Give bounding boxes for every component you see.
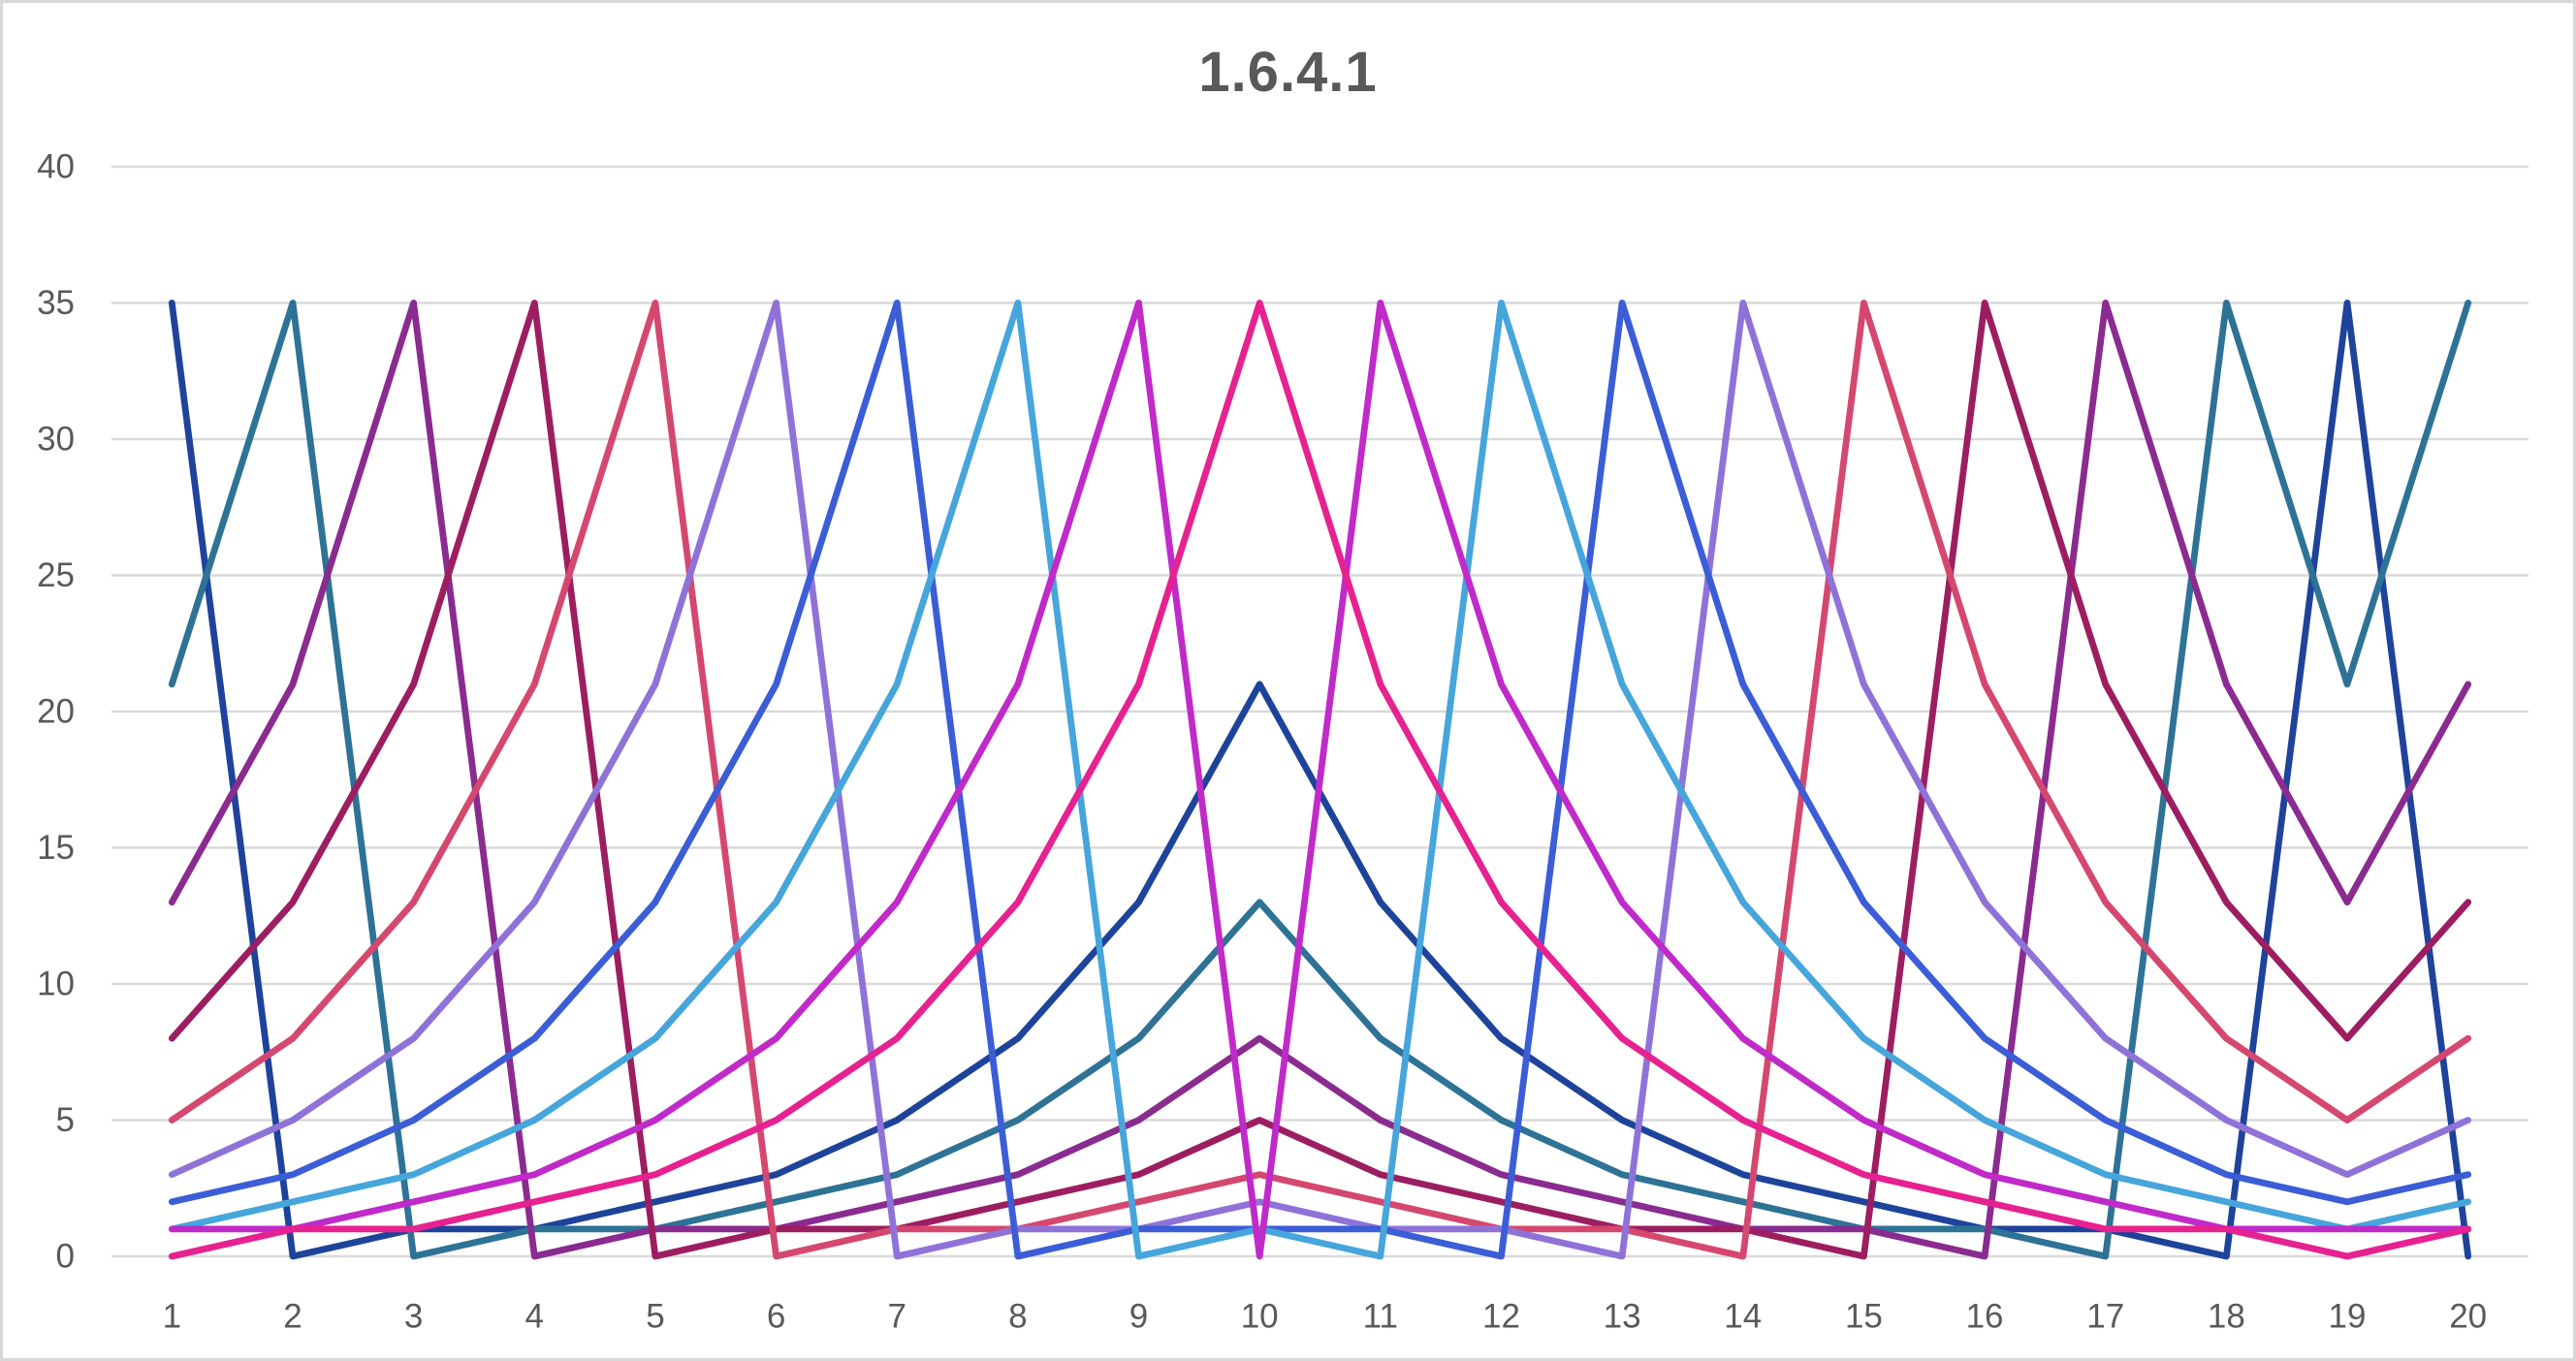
chart-title: 1.6.4.1 (1198, 41, 1378, 104)
x-axis-tick-label: 8 (1008, 1298, 1027, 1336)
x-axis-tick-label: 13 (1604, 1298, 1641, 1336)
y-axis-tick-label: 20 (37, 693, 75, 731)
series-line-3 (168, 300, 2472, 1260)
y-axis-labels: 0 5 10 15 20 25 30 35 40 (37, 148, 75, 1276)
y-axis-tick-label: 30 (37, 421, 75, 459)
x-axis-tick-label: 14 (1724, 1298, 1762, 1336)
series-line-10 (168, 300, 2472, 1260)
x-axis-tick-label: 5 (646, 1298, 664, 1336)
series-line-8 (168, 300, 2472, 1260)
x-axis-tick-label: 7 (887, 1298, 906, 1336)
x-axis-tick-label: 15 (1845, 1298, 1883, 1336)
series-lines (168, 300, 2472, 1260)
x-axis-tick-label: 10 (1241, 1298, 1279, 1336)
y-axis-tick-label: 35 (37, 284, 75, 322)
x-axis-tick-label: 19 (2329, 1298, 2367, 1336)
x-axis-tick-label: 18 (2208, 1298, 2245, 1336)
x-axis-tick-label: 17 (2086, 1298, 2124, 1336)
y-axis-tick-label: 40 (37, 148, 75, 186)
x-axis-tick-label: 6 (767, 1298, 785, 1336)
gridlines (111, 165, 2528, 1258)
series-line-5 (168, 300, 2472, 1260)
x-axis-tick-label: 1 (163, 1298, 181, 1336)
x-axis-tick-label: 4 (525, 1298, 544, 1336)
x-axis-tick-label: 9 (1129, 1298, 1148, 1336)
y-axis-tick-label: 0 (56, 1238, 75, 1276)
y-axis-tick-label: 10 (37, 965, 75, 1003)
x-axis-tick-label: 3 (404, 1298, 423, 1336)
series-line-6 (168, 300, 2472, 1260)
y-axis-tick-label: 15 (37, 829, 75, 867)
series-line-9 (168, 300, 2472, 1260)
x-axis-tick-label: 2 (283, 1298, 302, 1336)
x-axis-tick-label: 16 (1966, 1298, 2004, 1336)
x-axis-tick-label: 11 (1363, 1298, 1398, 1336)
series-line-4 (168, 300, 2472, 1260)
x-axis-labels: 1 2 3 4 5 6 7 8 9 10 11 12 13 14 15 16 17 18 19 20 (163, 1298, 2488, 1336)
x-axis-tick-label: 20 (2449, 1298, 2487, 1336)
series-line-2 (168, 300, 2472, 1260)
y-axis-tick-label: 25 (37, 556, 75, 594)
y-axis-tick-label: 5 (56, 1101, 75, 1139)
series-line-7 (168, 300, 2472, 1260)
x-axis-tick-label: 12 (1482, 1298, 1520, 1336)
